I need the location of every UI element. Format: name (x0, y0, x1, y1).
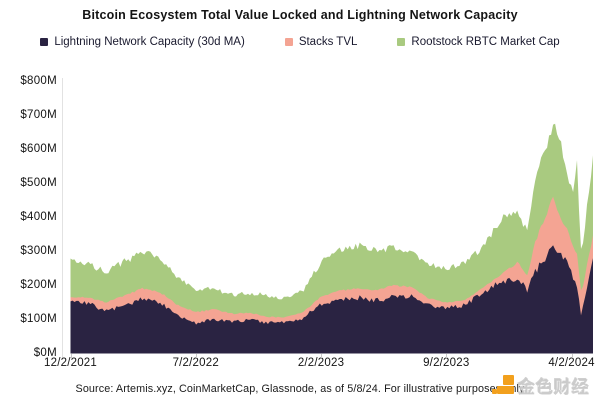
x-axis-tick (70, 354, 72, 358)
y-axis-label: $500M (20, 176, 57, 189)
y-axis-label: $800M (20, 74, 57, 87)
x-axis-label: 2/2/2023 (297, 357, 345, 369)
source-note: Source: Artemis.xyz, CoinMarketCap, Glas… (75, 383, 525, 395)
y-axis-label: $700M (20, 108, 57, 121)
x-axis-tick (571, 354, 573, 358)
y-axis-label: $0M (33, 347, 57, 359)
x-axis-label: 9/2/2023 (423, 357, 470, 369)
legend-swatch-lightning-icon (40, 38, 49, 46)
x-axis-label: 12/2/2021 (44, 357, 97, 369)
x-axis-tick (195, 354, 197, 358)
legend-label-rootstock: Rootstock RBTC Market Cap (411, 36, 560, 48)
y-axis-label: $600M (20, 142, 57, 155)
legend-item-stacks: Stacks TVL (284, 36, 358, 48)
chart-legend: Lightning Network Capacity (30d MA) Stac… (0, 36, 600, 48)
lightning-area (70, 245, 593, 354)
legend-swatch-rootstock-icon (397, 38, 406, 46)
y-axis-label: $100M (20, 312, 57, 325)
legend-swatch-stacks-icon (284, 38, 293, 46)
rootstock-area (70, 123, 593, 354)
chart-title: Bitcoin Ecosystem Total Value Locked and… (82, 8, 518, 22)
x-axis-label: 7/2/2022 (172, 357, 219, 369)
legend-item-rootstock: Rootstock RBTC Market Cap (397, 36, 560, 48)
x-axis-tick (321, 354, 322, 358)
legend-label-stacks: Stacks TVL (298, 36, 358, 48)
y-axis-line (62, 78, 63, 358)
legend-label-lightning: Lightning Network Capacity (30d MA) (54, 36, 245, 48)
x-axis-tick (446, 354, 448, 358)
y-axis-label: $200M (20, 278, 57, 291)
legend-item-lightning: Lightning Network Capacity (30d MA) (40, 36, 245, 48)
y-axis-label: $300M (20, 244, 57, 257)
y-axis-label: $400M (20, 210, 57, 223)
x-axis-label: 4/2/2024 (548, 357, 595, 369)
